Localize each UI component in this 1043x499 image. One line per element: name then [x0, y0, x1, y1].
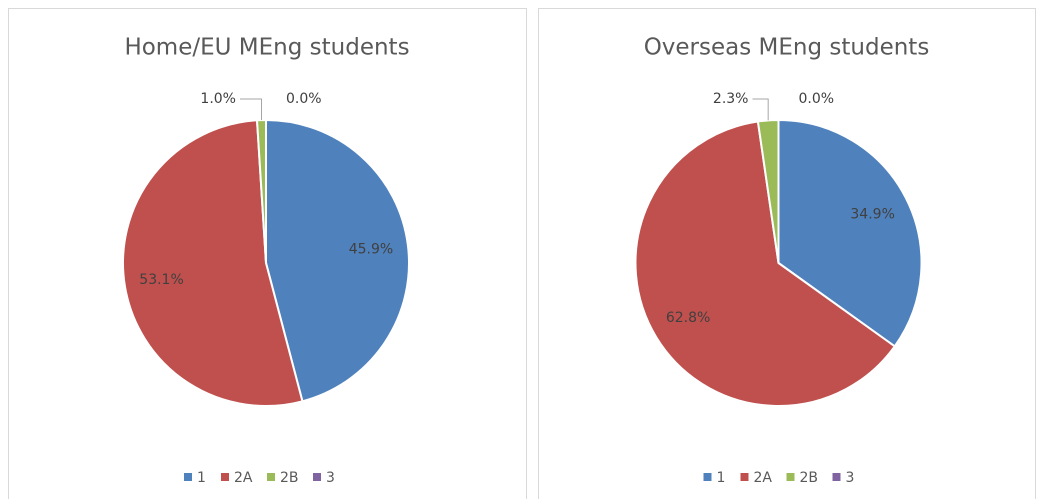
chart-title: Home/EU MEng students	[124, 35, 409, 61]
leader-line	[752, 98, 769, 121]
pie-slice	[777, 118, 923, 348]
legend-label: 2A	[754, 470, 773, 486]
data-label: 62.8%	[666, 310, 710, 326]
legend-swatch	[221, 473, 229, 481]
pie-slice	[634, 120, 897, 407]
legend-swatch	[786, 473, 795, 481]
legend-swatch	[313, 473, 321, 481]
legend-label: 3	[846, 470, 855, 486]
legend-swatch	[832, 473, 841, 481]
leader-line	[240, 98, 263, 121]
data-label: 53.1%	[139, 272, 183, 288]
legend-label: 1	[717, 470, 726, 486]
data-label: 0.0%	[799, 91, 835, 107]
legend-label: 1	[197, 470, 206, 486]
legend-label: 2B	[280, 470, 299, 486]
legend-swatch	[184, 473, 192, 481]
pie-slice	[122, 119, 304, 407]
legend-swatch	[740, 473, 749, 481]
data-label: 34.9%	[850, 207, 894, 223]
data-label: 1.0%	[200, 91, 236, 107]
data-label: 2.3%	[713, 91, 749, 107]
chart-title: Overseas MEng students	[644, 35, 930, 61]
data-label: 0.0%	[286, 91, 322, 107]
legend-swatch	[267, 473, 275, 481]
legend-swatch	[703, 473, 712, 481]
legend-label: 2A	[234, 470, 253, 486]
legend-label: 3	[326, 470, 335, 486]
pie-slice	[265, 118, 410, 403]
legend-label: 2B	[800, 470, 819, 486]
data-label: 45.9%	[349, 241, 393, 257]
